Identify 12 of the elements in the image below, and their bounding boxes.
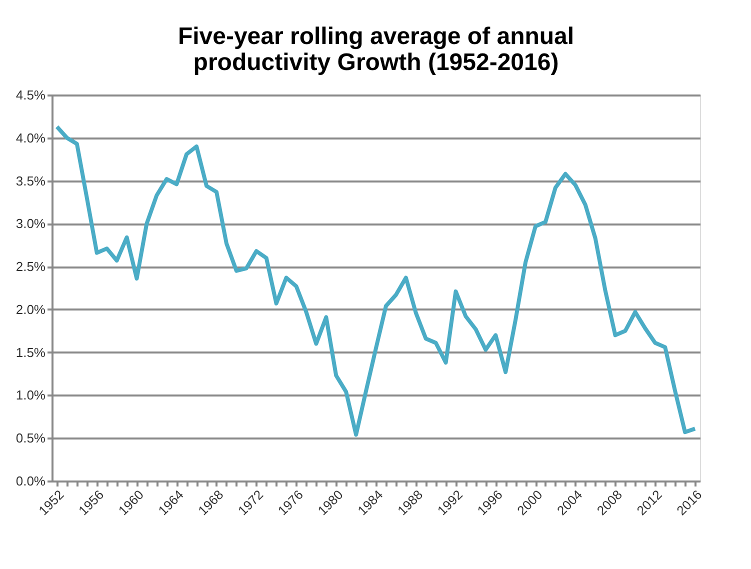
y-tick-label: 4.5% xyxy=(16,88,46,102)
y-tick-label: 3.0% xyxy=(16,216,46,232)
chart-title: Five-year rolling average of annual productivity Growth (1952-2016) xyxy=(178,23,574,76)
y-tick-label: 0.5% xyxy=(16,430,46,446)
y-tick-label: 2.5% xyxy=(16,259,46,274)
line-series xyxy=(54,124,698,437)
y-tick-label: 4.0% xyxy=(16,130,46,146)
y-tick-label: 1.5% xyxy=(16,344,46,360)
y-tick-label: 0.0% xyxy=(16,474,46,488)
y-tick-label: 3.5% xyxy=(16,173,46,188)
y-tick-label: 1.0% xyxy=(16,388,46,403)
y-tick-label: 2.0% xyxy=(16,302,46,317)
